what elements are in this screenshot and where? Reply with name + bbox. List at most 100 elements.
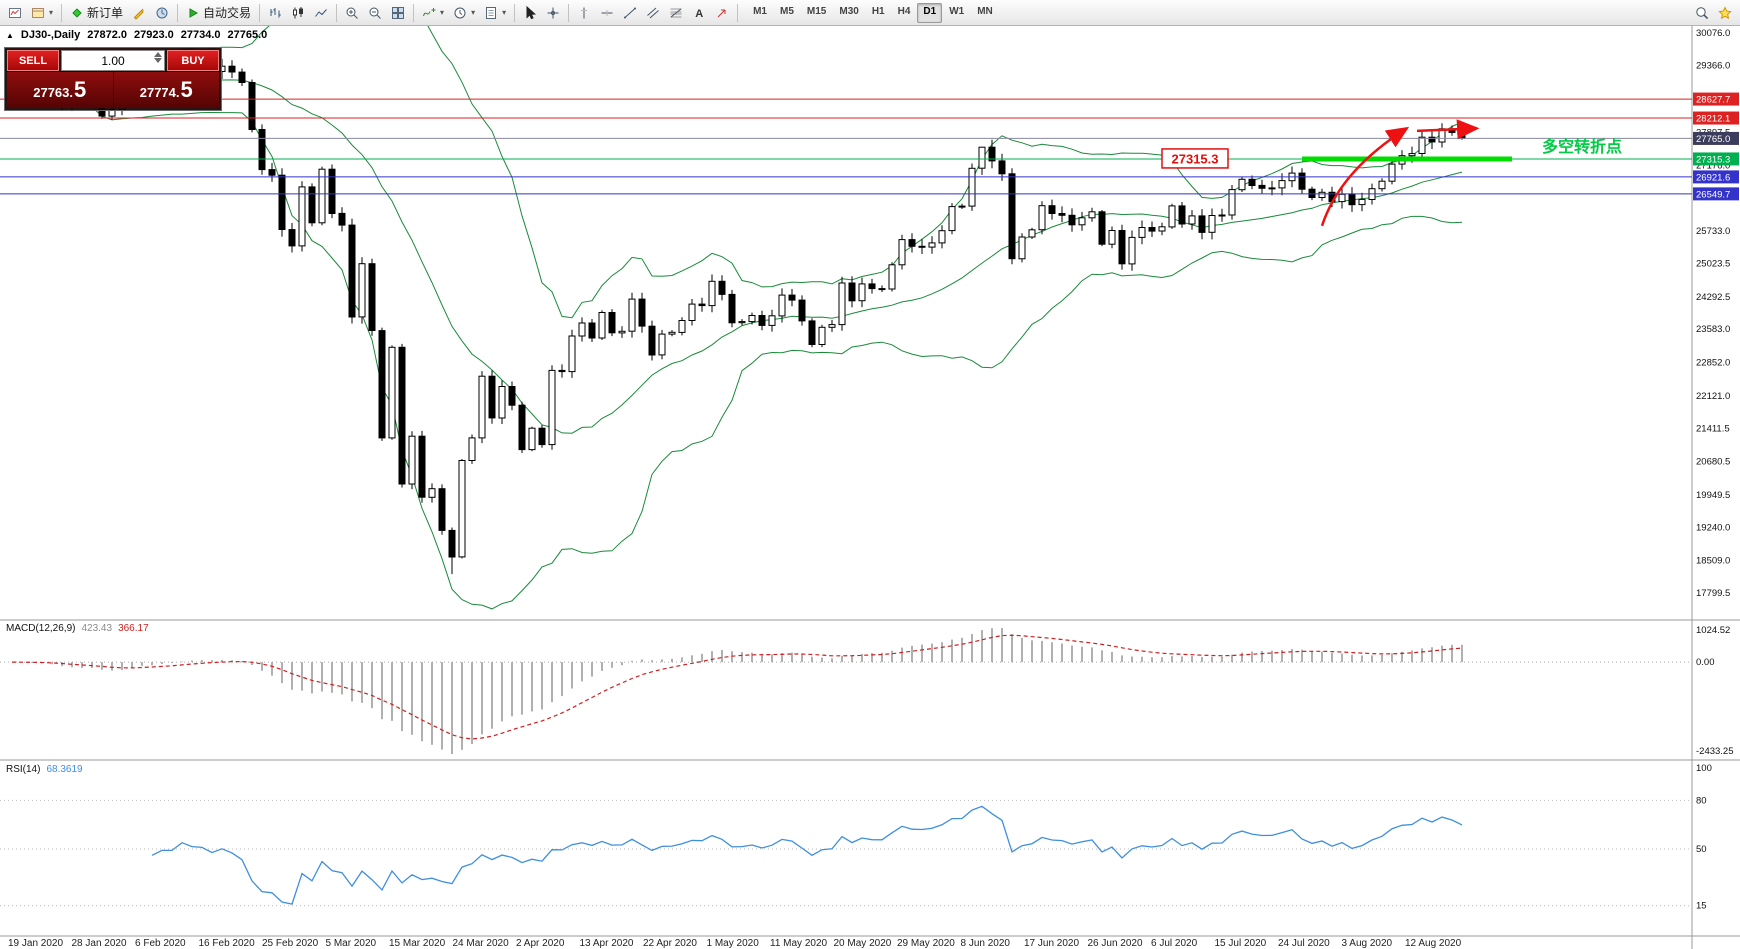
toolbar: ▾ 新订单 自动交易 ▾ ▾ ▾ A M1 M5 M15 M30 H1 H4 D1 W1 MN — [0, 0, 1740, 26]
buy-price-big-digit: 5 — [180, 77, 193, 102]
favorites-button[interactable] — [1714, 3, 1736, 23]
tile-windows-button[interactable] — [387, 3, 409, 23]
buy-price[interactable]: 27774. 5 — [112, 72, 220, 108]
price-badge — [1693, 170, 1739, 184]
profiles-icon — [32, 7, 44, 18]
date-axis-label: 5 Mar 2020 — [326, 938, 377, 949]
templates-icon — [486, 6, 497, 19]
vline-icon — [581, 7, 588, 18]
timeframe-h1-button[interactable]: H1 — [871, 5, 885, 17]
profiles-button[interactable]: ▾ — [27, 3, 57, 23]
volume-spinner[interactable] — [154, 52, 162, 63]
timeframe-h4-button[interactable]: H4 — [897, 5, 911, 17]
ohlc-open: 27872.0 — [87, 29, 127, 41]
toolbar-right — [1691, 3, 1736, 23]
timeframe-w1-button[interactable]: W1 — [949, 5, 965, 17]
candles — [8, 51, 1466, 575]
chart-candles-button[interactable] — [287, 3, 309, 23]
rsi-name: RSI(14) — [6, 764, 41, 775]
timeframe-m5-button[interactable]: M5 — [780, 5, 794, 17]
templates-button[interactable]: ▾ — [480, 3, 510, 23]
metaeditor-button[interactable] — [128, 3, 150, 23]
date-axis-label: 11 May 2020 — [770, 938, 828, 949]
arrows-tool-icon — [717, 9, 726, 17]
zoom-out-icon — [369, 7, 381, 19]
price-label-box[interactable] — [1161, 148, 1229, 169]
hline-button[interactable] — [596, 3, 618, 23]
price-badge-text: 27765.0 — [1696, 134, 1730, 145]
price-axis-label: 29366.0 — [1696, 60, 1730, 71]
cursor-icon — [526, 5, 537, 19]
search-button[interactable] — [1691, 3, 1713, 23]
zoom-out-button[interactable] — [364, 3, 386, 23]
price-badge — [1693, 92, 1739, 106]
price-axis-label: 21411.5 — [1696, 423, 1730, 434]
zoom-in-button[interactable] — [341, 3, 363, 23]
svg-text:A: A — [695, 8, 703, 20]
crosshair-button[interactable] — [542, 3, 564, 23]
autotrading-button[interactable]: 自动交易 — [182, 3, 255, 23]
periods-icon — [454, 7, 466, 18]
timeframe-d1-button[interactable]: D1 — [917, 2, 943, 23]
sell-button[interactable]: SELL — [7, 50, 59, 71]
date-axis-label: 16 Feb 2020 — [199, 938, 256, 949]
macd-axis-label: 0.00 — [1696, 657, 1715, 668]
buy-button[interactable]: BUY — [167, 50, 219, 71]
new-order-button[interactable]: 新订单 — [66, 3, 127, 23]
toolbar-separator — [568, 3, 570, 22]
spinner-down-icon[interactable] — [154, 58, 162, 63]
rsi-pane: 100 80 50 15 — [0, 763, 1712, 912]
fibonacci-icon — [670, 8, 682, 17]
date-axis-label: 28 Jan 2020 — [72, 938, 127, 949]
volume-value: 1.00 — [101, 53, 125, 68]
trendline-button[interactable] — [619, 3, 641, 23]
ohlc-close: 27765.0 — [227, 29, 268, 41]
annotations: 27315.3 多空转折点 — [1161, 119, 1622, 227]
new-chart-icon — [9, 7, 21, 18]
vline-button[interactable] — [573, 3, 595, 23]
timeframe-mn-button[interactable]: MN — [977, 5, 993, 17]
trend-arrow-up[interactable] — [1320, 126, 1410, 227]
price-badge-text: 26921.6 — [1696, 172, 1730, 183]
price-axis-label: 17799.5 — [1696, 588, 1730, 599]
timeframe-m30-button[interactable]: M30 — [839, 5, 859, 17]
chart-candles-icon — [293, 6, 304, 18]
timeframe-m15-button[interactable]: M15 — [806, 5, 827, 17]
price-badge-text: 28627.7 — [1696, 95, 1730, 106]
timeframe-m1-button[interactable]: M1 — [753, 5, 767, 17]
navigator-button[interactable] — [151, 3, 173, 23]
arrows-tool-button[interactable] — [711, 3, 733, 23]
metaeditor-icon — [133, 8, 144, 20]
search-icon — [1696, 6, 1709, 19]
date-axis-label: 19 Jan 2020 — [8, 938, 63, 949]
sell-price[interactable]: 27763. 5 — [7, 72, 113, 108]
text-tool-icon: A — [695, 8, 703, 20]
chart-bars-icon — [270, 7, 281, 17]
chart-line-button[interactable] — [310, 3, 332, 23]
cursor-button[interactable] — [519, 3, 541, 23]
indicators-button[interactable]: ▾ — [418, 3, 448, 23]
price-axis-label: 18509.0 — [1696, 556, 1730, 567]
channel-button[interactable] — [642, 3, 664, 23]
macd-pane: 1024.52 0.00 -2433.25 — [0, 625, 1734, 757]
date-axis-label: 20 May 2020 — [834, 938, 892, 949]
toolbar-separator — [61, 3, 63, 22]
fibonacci-button[interactable] — [665, 3, 687, 23]
periods-button[interactable]: ▾ — [449, 3, 479, 23]
price-axis-label: 25733.0 — [1696, 226, 1730, 237]
price-badge — [1693, 111, 1739, 125]
turning-point-label: 多空转折点 — [1542, 137, 1622, 156]
spinner-up-icon[interactable] — [154, 52, 162, 57]
toolbar-separator — [413, 3, 415, 22]
volume-field[interactable]: 1.00 — [61, 50, 165, 71]
one-click-trading-panel: SELL 1.00 BUY 27763. 5 27774. 5 — [4, 47, 222, 111]
chart-bars-button[interactable] — [264, 3, 286, 23]
new-chart-button[interactable] — [4, 3, 26, 23]
price-axis-label: 30076.0 — [1696, 28, 1730, 39]
trend-arrow-right[interactable] — [1416, 119, 1480, 140]
ohlc-high: 27923.0 — [134, 29, 174, 41]
text-tool-button[interactable]: A — [688, 3, 710, 23]
collapse-panel-icon[interactable]: ▲ — [6, 30, 14, 40]
